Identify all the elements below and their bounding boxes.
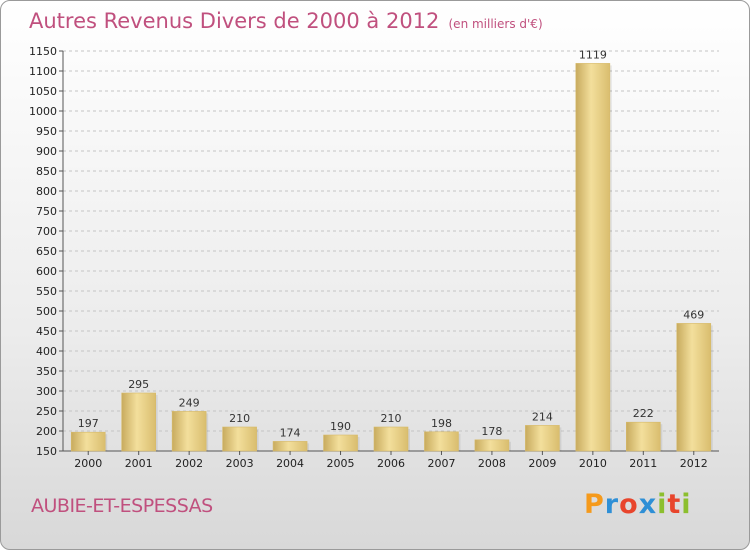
x-tick-label: 2003 xyxy=(226,457,254,470)
y-tick-label: 700 xyxy=(36,225,57,238)
y-tick-labels: 150 200 250 300 350 400 450 500 550 600 650 700 750 8… xyxy=(29,45,57,458)
x-tick-label: 2008 xyxy=(478,457,506,470)
value-label: 1119 xyxy=(579,48,607,61)
y-tick-label: 1150 xyxy=(29,45,57,58)
logo-letter: o xyxy=(619,489,639,520)
y-tick-label: 350 xyxy=(36,365,57,378)
bar-2009 xyxy=(525,425,560,452)
value-label: 249 xyxy=(179,396,200,409)
y-tick-label: 250 xyxy=(36,405,57,418)
x-tick-label: 2001 xyxy=(125,457,153,470)
y-tick-label: 550 xyxy=(36,285,57,298)
value-label: 469 xyxy=(683,308,704,321)
logo-letter: x xyxy=(638,489,658,520)
value-label: 190 xyxy=(330,420,351,433)
x-tick-label: 2012 xyxy=(680,457,708,470)
y-tick-label: 500 xyxy=(36,305,57,318)
logo-letter: i xyxy=(681,489,692,520)
bars xyxy=(70,63,713,452)
value-label: 214 xyxy=(532,410,553,423)
location-name: AUBIE-ET-ESPESSAS xyxy=(31,495,213,517)
x-tick-label: 2006 xyxy=(377,457,405,470)
bar-2007 xyxy=(424,431,459,452)
value-label: 178 xyxy=(481,425,502,438)
y-tick-label: 600 xyxy=(36,265,57,278)
x-tick-labels: 2000 2001 2002 2003 2004 2005 2006 2007 2008 2009… xyxy=(74,451,708,470)
grid xyxy=(59,50,719,452)
x-tick-label: 2009 xyxy=(528,457,556,470)
y-tick-label: 300 xyxy=(36,385,57,398)
y-tick-label: 650 xyxy=(36,245,57,258)
x-tick-label: 2010 xyxy=(579,457,607,470)
bar-2005 xyxy=(323,434,358,452)
x-tick-label: 2011 xyxy=(629,457,657,470)
y-tick-label: 200 xyxy=(36,425,57,438)
bar-2002 xyxy=(171,411,207,452)
bar-2004 xyxy=(272,441,308,452)
value-labels: 197 295 249 210 174 190 210 198 178 214 1119 222 469 xyxy=(78,48,705,439)
logo-letter: t xyxy=(667,489,682,520)
bar-2010 xyxy=(575,63,611,452)
y-tick-label: 150 xyxy=(36,445,57,458)
y-tick-label: 950 xyxy=(36,125,57,138)
y-tick-label: 1050 xyxy=(29,85,57,98)
value-label: 210 xyxy=(381,412,402,425)
value-label: 222 xyxy=(633,407,654,420)
value-label: 210 xyxy=(229,412,250,425)
y-tick-label: 450 xyxy=(36,325,57,338)
chart-title: Autres Revenus Divers de 2000 à 2012 xyxy=(29,9,440,33)
x-tick-label: 2004 xyxy=(276,457,304,470)
y-tick-label: 750 xyxy=(36,205,57,218)
x-tick-label: 2000 xyxy=(74,457,102,470)
bar-2003 xyxy=(222,426,257,452)
proxiti-logo: Proxiti xyxy=(584,489,692,520)
value-label: 174 xyxy=(280,426,301,439)
x-tick-label: 2005 xyxy=(327,457,355,470)
y-tick-label: 400 xyxy=(36,345,57,358)
bar-2006 xyxy=(373,426,409,452)
logo-letter: i xyxy=(657,489,668,520)
value-label: 198 xyxy=(431,417,452,430)
y-tick-label: 900 xyxy=(36,145,57,158)
y-tick-label: 850 xyxy=(36,165,57,178)
value-label: 295 xyxy=(128,378,149,391)
bar-2012 xyxy=(676,323,712,452)
chart-subtitle: (en milliers d'€) xyxy=(448,17,543,31)
x-tick-label: 2002 xyxy=(175,457,203,470)
y-tick-label: 1000 xyxy=(29,105,57,118)
y-tick-label: 1100 xyxy=(29,65,57,78)
logo-letter: r xyxy=(604,489,620,520)
bar-2011 xyxy=(626,421,661,452)
title-row: Autres Revenus Divers de 2000 à 2012 (en… xyxy=(29,9,543,33)
logo-letter: P xyxy=(584,489,605,520)
x-tick-label: 2007 xyxy=(427,457,455,470)
bar-2001 xyxy=(121,392,156,452)
bar-2008 xyxy=(474,439,510,452)
bar-2000 xyxy=(70,431,106,452)
y-tick-label: 800 xyxy=(36,185,57,198)
value-label: 197 xyxy=(78,417,99,430)
